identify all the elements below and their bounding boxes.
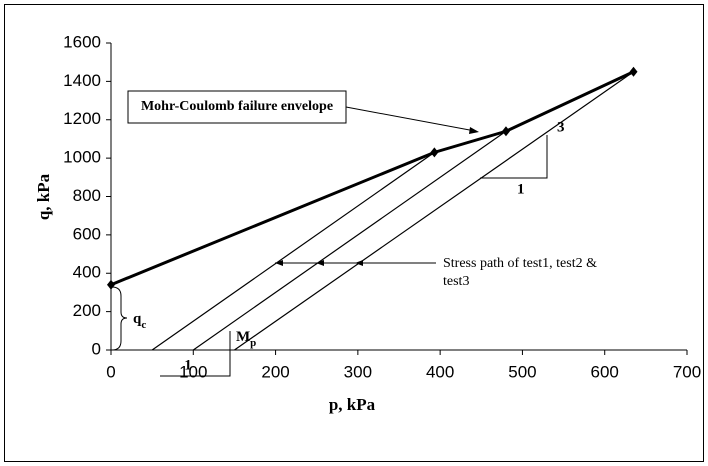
annotation-box <box>127 90 347 124</box>
x-axis-title: p, kPa <box>329 395 376 414</box>
annotation: 1 <box>184 357 192 373</box>
y-tick-label: 1200 <box>63 109 101 128</box>
arrow-head <box>275 260 283 266</box>
y-tick-label: 1600 <box>63 32 101 51</box>
annotation: test3 <box>443 274 469 289</box>
chart-frame <box>4 4 704 462</box>
y-tick-label: 200 <box>73 301 101 320</box>
x-tick-label: 500 <box>508 362 536 381</box>
x-tick-label: 200 <box>261 362 289 381</box>
y-tick-label: 600 <box>73 224 101 243</box>
y-tick-label: 400 <box>73 263 101 282</box>
x-tick-label: 300 <box>344 362 372 381</box>
x-tick-label: 400 <box>426 362 454 381</box>
arrow-head <box>469 127 479 134</box>
bracket <box>111 286 128 351</box>
x-tick-label: 600 <box>591 362 619 381</box>
y-tick-label: 1000 <box>63 148 101 167</box>
stress-path-line <box>192 130 507 351</box>
slope-triangle <box>160 331 231 377</box>
y-axis-title: q, kPa <box>34 173 53 220</box>
arrow-head <box>316 260 324 266</box>
x-tick-label: 0 <box>106 362 115 381</box>
annotation: Mp <box>236 329 256 348</box>
annotation: qc <box>133 311 146 330</box>
stress-path-line <box>151 151 435 351</box>
annotation: Stress path of test1, test2 & <box>443 256 597 271</box>
annotation: 1 <box>517 181 525 197</box>
slope-triangle <box>480 135 548 179</box>
envelope-line <box>110 70 635 287</box>
x-tick-label: 100 <box>179 362 207 381</box>
annotation: Mohr-Coulomb failure envelope <box>141 99 333 114</box>
y-tick-label: 1400 <box>63 71 101 90</box>
x-tick-label: 700 <box>673 362 701 381</box>
marker <box>107 279 115 290</box>
y-tick-label: 0 <box>92 339 101 358</box>
annotation: 3 <box>557 119 565 135</box>
y-tick-label: 800 <box>73 186 101 205</box>
stress-path-line <box>234 71 634 351</box>
arrow <box>345 106 476 132</box>
